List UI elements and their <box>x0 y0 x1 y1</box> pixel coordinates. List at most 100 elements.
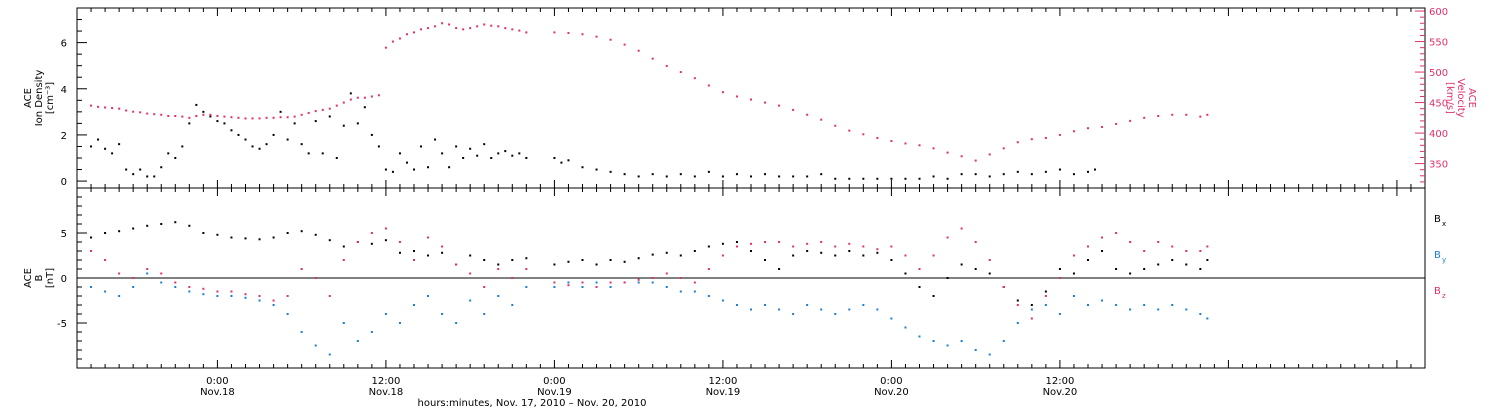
top-left-ylabel-line: [cm⁻³] <box>45 82 56 114</box>
top-black-point <box>1030 173 1033 176</box>
top-black-point <box>497 152 500 155</box>
top-red-point <box>251 117 254 120</box>
top-red-point <box>349 98 352 101</box>
top-black-point <box>146 175 149 178</box>
bottom-black-point <box>974 268 977 270</box>
bottom-blue-point <box>1072 295 1075 297</box>
top-red-point <box>413 31 415 34</box>
bottom-black-point <box>1101 250 1104 252</box>
top-black-point <box>328 115 331 118</box>
bottom-black-point <box>876 251 879 254</box>
bottom-black-point <box>806 250 809 252</box>
top-black-point <box>483 143 486 146</box>
bottom-red-point <box>679 277 682 279</box>
top-black-point <box>511 154 514 157</box>
top-black-point <box>265 143 268 146</box>
bottom-red-point <box>1171 245 1174 248</box>
bottom-red-point <box>848 242 851 245</box>
top-red-point <box>391 40 394 43</box>
bottom-black-point <box>918 286 921 288</box>
top-red-point <box>637 49 640 52</box>
bottom-red-point <box>637 278 640 281</box>
bottom-black-point <box>1199 268 1202 270</box>
bottom-red-point <box>483 286 486 288</box>
bottom-red-point <box>104 259 107 261</box>
bottom-blue-point <box>1199 313 1202 315</box>
bottom-blue-point <box>188 290 191 293</box>
top-right-tick-label: 450 <box>1429 99 1448 110</box>
top-red-point <box>286 116 289 119</box>
top-black-point <box>97 138 100 141</box>
bottom-black-point <box>104 232 107 234</box>
top-red-point <box>146 112 149 115</box>
top-red-point <box>679 71 682 74</box>
top-red-point <box>265 116 268 119</box>
top-black-point <box>420 145 423 148</box>
bottom-blue-point <box>581 286 584 288</box>
bottom-red-point <box>511 277 514 279</box>
top-red-point <box>455 27 458 30</box>
bottom-red-point <box>230 290 233 293</box>
top-red-point <box>420 28 423 31</box>
bottom-blue-point <box>1101 299 1104 302</box>
top-black-point <box>434 138 437 141</box>
bottom-red-point <box>707 268 710 270</box>
bottom-black-point <box>792 254 795 257</box>
top-black-point <box>258 147 261 150</box>
top-red-point <box>820 118 823 121</box>
top-red-point <box>932 147 935 150</box>
bottom-blue-point <box>118 295 121 297</box>
top-black-point <box>609 170 612 173</box>
bottom-black-point <box>946 277 949 279</box>
bottom-blue-point <box>314 344 317 347</box>
bottom-black-point <box>1143 268 1146 270</box>
top-black-point <box>342 124 345 127</box>
bottom-blue-point <box>286 313 289 315</box>
top-right-tick-label: 350 <box>1429 160 1448 171</box>
bottom-black-point <box>623 260 626 263</box>
top-black-point <box>153 175 156 178</box>
top-red-point <box>876 136 879 139</box>
bottom-black-point <box>1087 259 1089 261</box>
bottom-black-point <box>525 257 528 260</box>
top-red-point <box>272 116 275 119</box>
bottom-red-point <box>988 259 991 261</box>
x-tick-label-time: 0:00 <box>543 376 565 387</box>
top-left-ylabel: ACE Ion Density [cm⁻³] <box>23 70 56 127</box>
top-red-point <box>595 35 598 38</box>
bottom-blue-point <box>932 340 935 342</box>
top-red-point <box>125 109 128 112</box>
bottom-red-point <box>146 268 149 270</box>
top-black-point <box>413 168 415 171</box>
top-red-point <box>974 159 977 162</box>
bottom-black-point <box>609 259 612 261</box>
bottom-black-point <box>693 250 696 252</box>
bottom-blue-point <box>174 286 177 288</box>
top-black-point <box>834 177 837 180</box>
bottom-black-point <box>567 260 570 263</box>
bottom-blue-point <box>834 313 837 315</box>
top-black-point <box>946 177 949 180</box>
top-black-point <box>988 175 991 178</box>
bottom-black-point <box>1185 263 1188 266</box>
top-red-point <box>384 46 387 49</box>
top-black-point <box>160 166 163 169</box>
bottom-red-point <box>609 281 612 284</box>
bottom-red-point <box>750 242 752 245</box>
bottom-blue-point <box>300 331 303 333</box>
top-red-point <box>1002 147 1005 150</box>
x-tick-label-date: Nov.20 <box>874 387 909 398</box>
top-red-point <box>335 104 338 107</box>
top-red-point <box>244 117 247 120</box>
top-black-point <box>321 152 324 155</box>
top-black-point <box>139 168 142 171</box>
top-red-point <box>90 104 93 107</box>
bottom-red-point <box>820 241 823 243</box>
top-red-point <box>707 84 710 87</box>
x-tick-label-time: 0:00 <box>206 376 228 387</box>
bottom-blue-point <box>946 344 949 347</box>
bottom-red-point <box>1072 254 1075 257</box>
top-black-point <box>665 175 668 178</box>
bottom-black-point <box>427 254 430 257</box>
